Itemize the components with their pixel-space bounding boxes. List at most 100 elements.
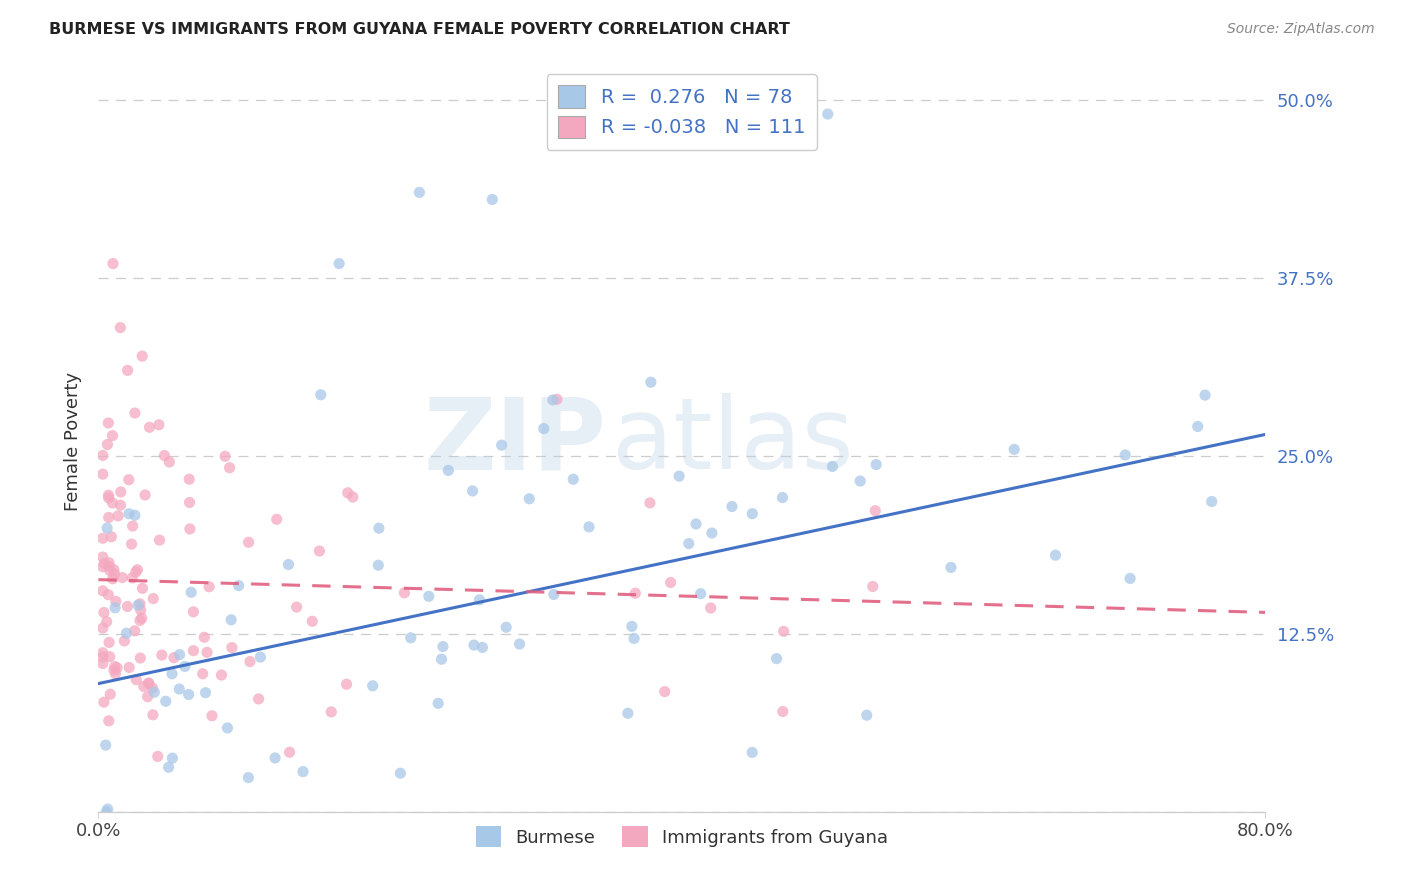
Text: atlas: atlas bbox=[612, 393, 853, 490]
Point bbox=[408, 186, 430, 200]
Point bbox=[191, 666, 214, 681]
Point bbox=[129, 603, 152, 617]
Point bbox=[463, 638, 485, 652]
Point bbox=[228, 579, 250, 593]
Point bbox=[309, 388, 332, 402]
Point bbox=[865, 504, 887, 518]
Point bbox=[221, 640, 243, 655]
Point bbox=[180, 585, 202, 599]
Point bbox=[96, 615, 118, 629]
Point bbox=[127, 563, 149, 577]
Point bbox=[104, 600, 127, 615]
Point bbox=[91, 621, 114, 635]
Point bbox=[291, 764, 314, 779]
Point bbox=[91, 649, 114, 664]
Point bbox=[103, 663, 125, 677]
Point bbox=[1194, 388, 1216, 402]
Point bbox=[97, 416, 120, 430]
Point bbox=[146, 749, 169, 764]
Point bbox=[700, 526, 723, 541]
Point bbox=[1119, 571, 1142, 585]
Point bbox=[138, 676, 160, 690]
Point bbox=[772, 491, 794, 505]
Point bbox=[93, 606, 115, 620]
Point bbox=[821, 459, 844, 474]
Point bbox=[163, 650, 186, 665]
Point bbox=[543, 587, 565, 601]
Point bbox=[1002, 442, 1025, 457]
Point bbox=[264, 751, 287, 765]
Point bbox=[103, 563, 125, 577]
Point bbox=[118, 507, 141, 521]
Point bbox=[110, 498, 132, 512]
Point bbox=[121, 519, 143, 533]
Point bbox=[194, 686, 217, 700]
Point bbox=[620, 619, 643, 633]
Point bbox=[142, 591, 165, 606]
Point bbox=[1114, 448, 1136, 462]
Point bbox=[100, 530, 122, 544]
Point bbox=[141, 681, 163, 695]
Point bbox=[367, 558, 389, 573]
Point bbox=[772, 705, 794, 719]
Point bbox=[91, 657, 114, 671]
Point bbox=[179, 472, 201, 486]
Point bbox=[183, 605, 205, 619]
Point bbox=[91, 646, 114, 660]
Legend: Burmese, Immigrants from Guyana: Burmese, Immigrants from Guyana bbox=[468, 819, 896, 855]
Point bbox=[169, 648, 191, 662]
Point bbox=[104, 567, 127, 582]
Point bbox=[301, 615, 323, 629]
Point bbox=[174, 659, 197, 673]
Point bbox=[201, 708, 224, 723]
Point bbox=[138, 676, 160, 690]
Point bbox=[157, 455, 180, 469]
Point bbox=[148, 533, 170, 548]
Point bbox=[668, 469, 690, 483]
Point bbox=[121, 571, 143, 585]
Point bbox=[96, 805, 118, 819]
Point bbox=[689, 587, 711, 601]
Point bbox=[685, 516, 707, 531]
Point bbox=[131, 582, 153, 596]
Point bbox=[157, 760, 180, 774]
Point bbox=[101, 428, 124, 442]
Point bbox=[678, 536, 700, 550]
Point bbox=[110, 320, 132, 334]
Point bbox=[546, 392, 568, 407]
Point bbox=[214, 450, 236, 464]
Point bbox=[105, 661, 128, 675]
Point bbox=[97, 588, 120, 602]
Point bbox=[112, 634, 135, 648]
Point bbox=[432, 640, 454, 654]
Point bbox=[249, 650, 271, 665]
Point bbox=[471, 640, 494, 655]
Point bbox=[101, 256, 124, 270]
Point bbox=[153, 449, 176, 463]
Point bbox=[96, 521, 118, 535]
Point bbox=[101, 496, 124, 510]
Point bbox=[624, 586, 647, 600]
Text: BURMESE VS IMMIGRANTS FROM GUYANA FEMALE POVERTY CORRELATION CHART: BURMESE VS IMMIGRANTS FROM GUYANA FEMALE… bbox=[49, 22, 790, 37]
Point bbox=[91, 467, 114, 482]
Text: Source: ZipAtlas.com: Source: ZipAtlas.com bbox=[1227, 22, 1375, 37]
Point bbox=[321, 705, 343, 719]
Point bbox=[179, 522, 201, 536]
Point bbox=[266, 512, 288, 526]
Point bbox=[617, 706, 640, 721]
Point bbox=[238, 771, 260, 785]
Point bbox=[578, 520, 600, 534]
Point bbox=[427, 697, 450, 711]
Point bbox=[131, 611, 153, 625]
Text: ZIP: ZIP bbox=[423, 393, 606, 490]
Point bbox=[97, 510, 120, 524]
Point bbox=[97, 802, 120, 816]
Point bbox=[131, 349, 153, 363]
Point bbox=[418, 589, 440, 603]
Point bbox=[247, 692, 270, 706]
Point bbox=[461, 483, 484, 498]
Point bbox=[142, 707, 165, 722]
Point bbox=[218, 460, 240, 475]
Point bbox=[129, 651, 152, 665]
Point bbox=[91, 559, 114, 574]
